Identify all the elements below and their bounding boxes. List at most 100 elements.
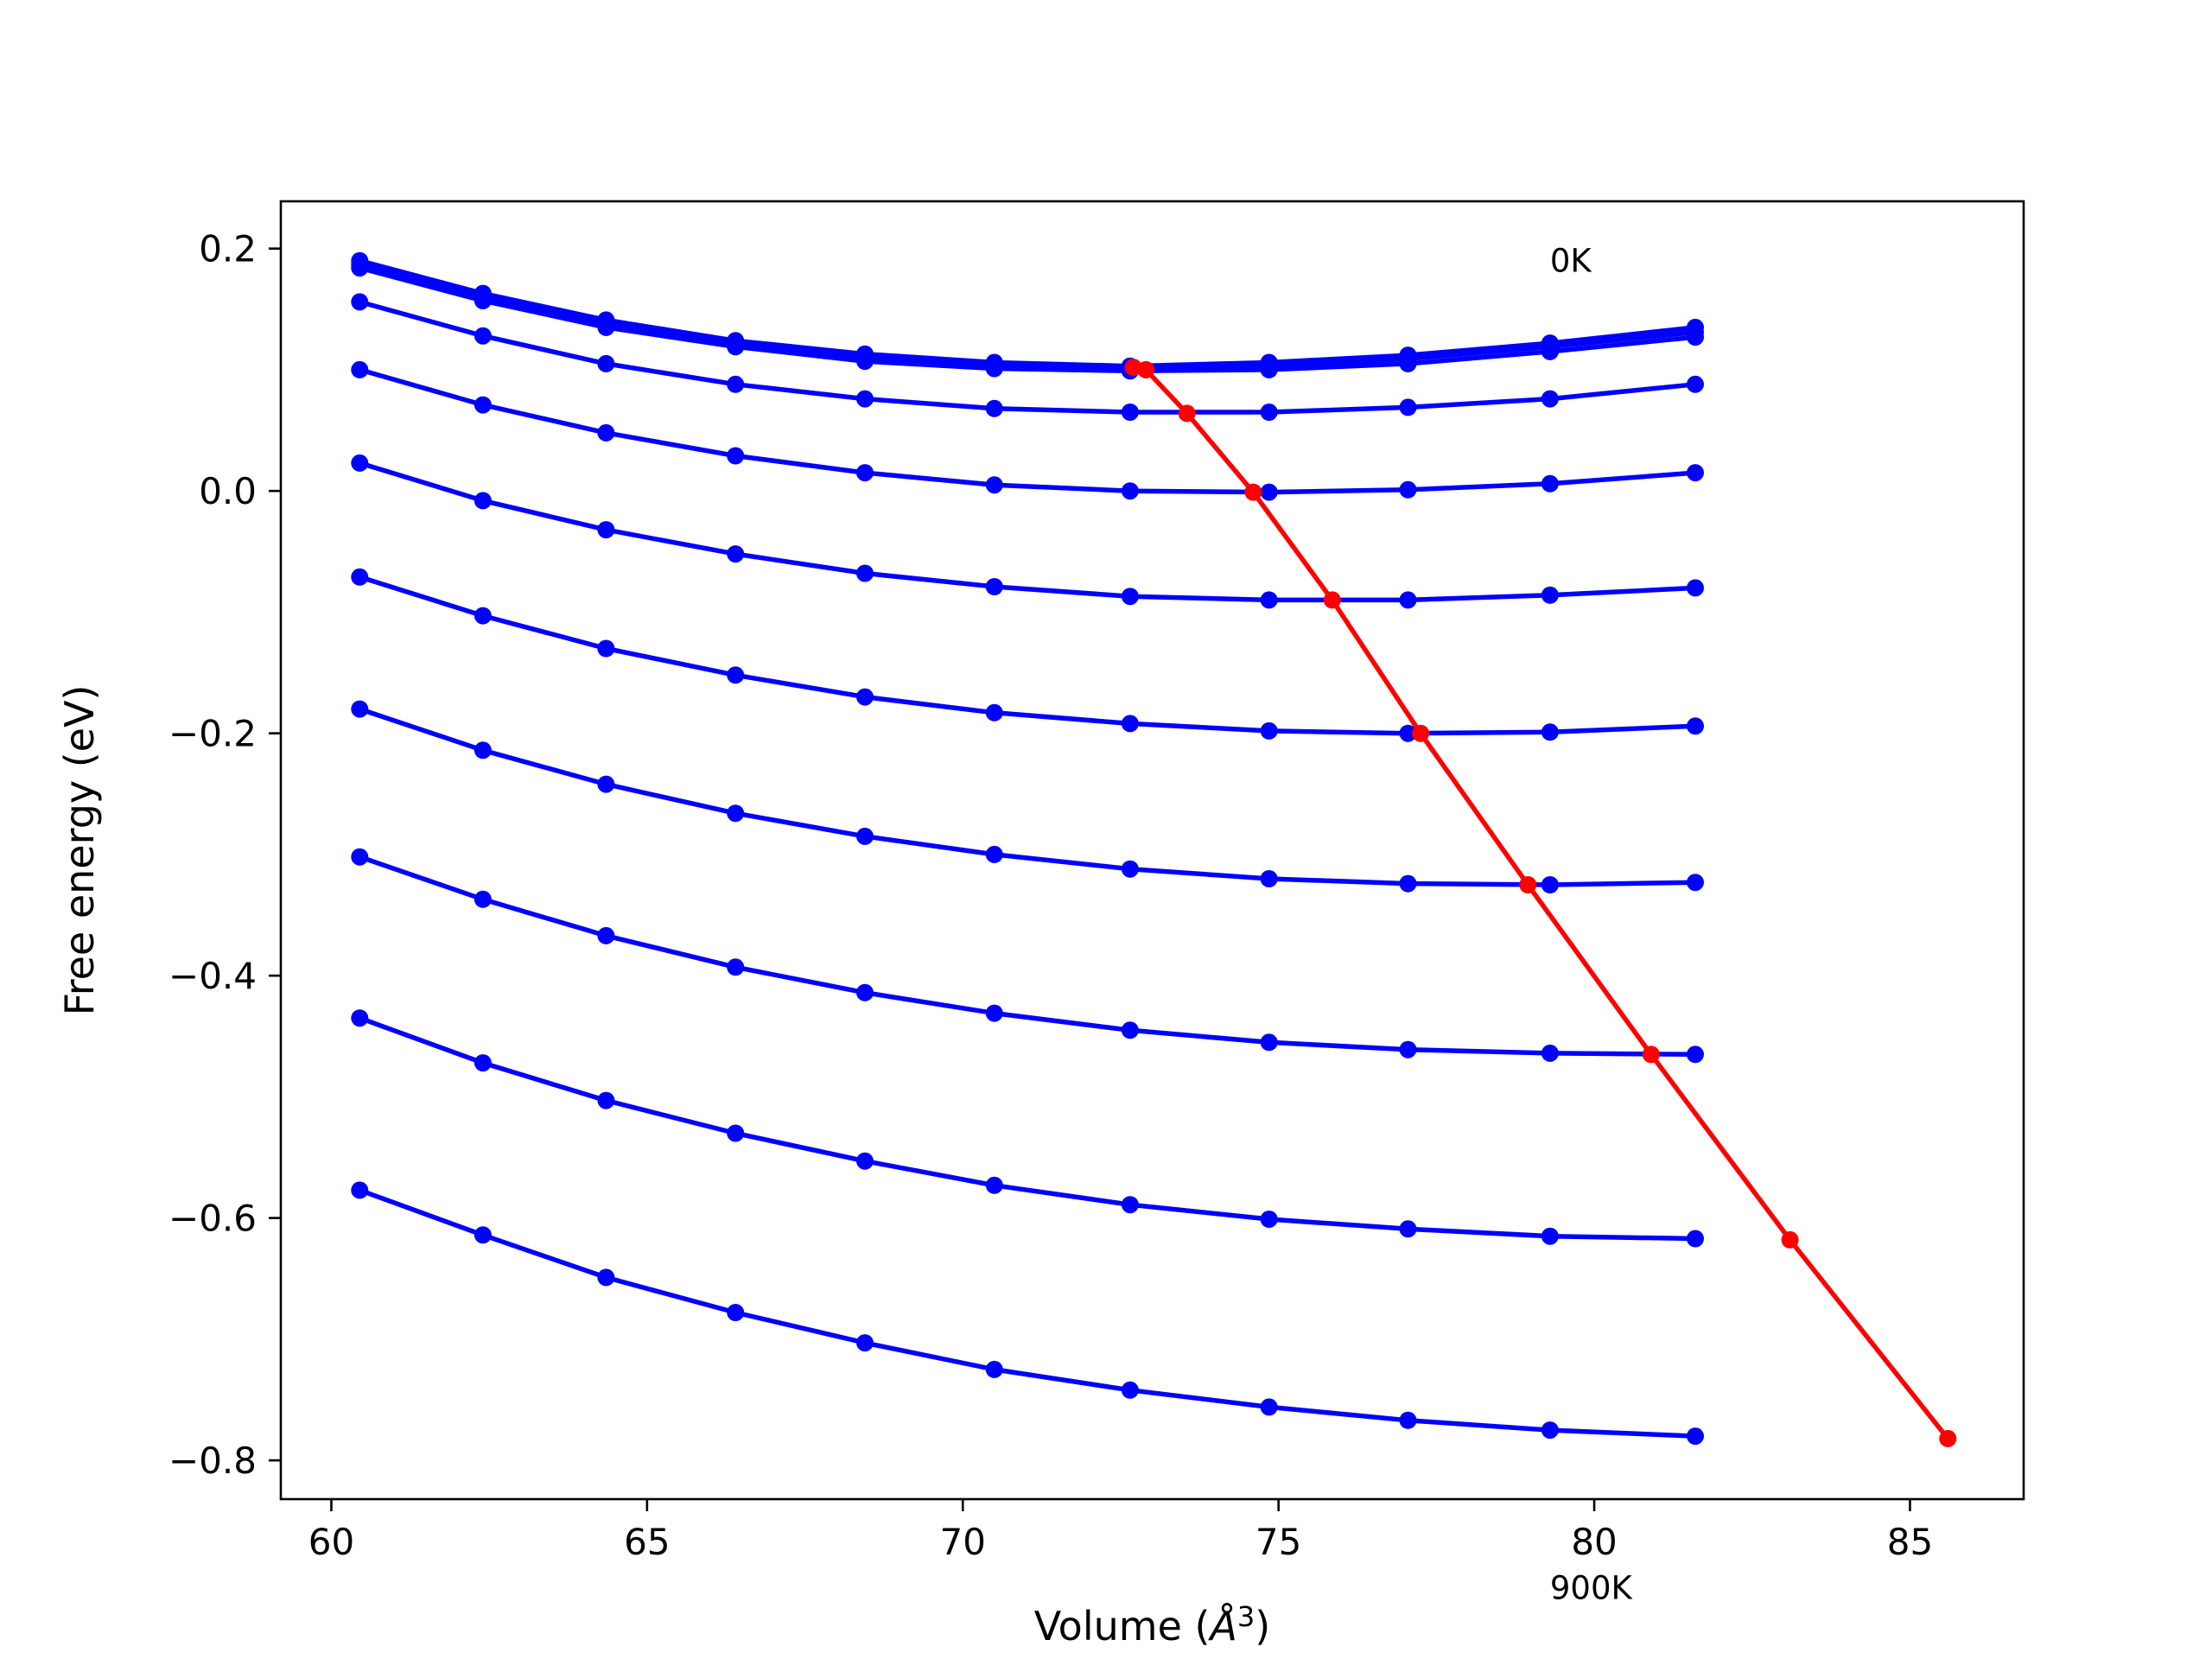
isotherm-point xyxy=(1541,474,1559,493)
isotherm-point xyxy=(727,958,745,976)
isotherm-point xyxy=(474,607,492,625)
isotherm-point xyxy=(985,703,1003,721)
isotherm-point xyxy=(856,688,874,706)
isotherm-point xyxy=(1399,1220,1417,1238)
isotherm-point xyxy=(1541,586,1559,604)
isotherm-point xyxy=(351,700,369,718)
x-axis: 60 65 70 75 80 85 xyxy=(308,1499,1933,1563)
minimum-path-line xyxy=(1133,365,1950,1440)
isotherm-point xyxy=(1260,1033,1278,1052)
minimum-path-point xyxy=(1412,724,1430,742)
y-tick-label: −0.8 xyxy=(168,1440,257,1482)
isotherm-point xyxy=(1260,721,1278,740)
isotherm-point xyxy=(1260,1398,1278,1416)
isotherm-series xyxy=(351,1009,1704,1248)
isotherm-point xyxy=(1121,1021,1139,1039)
minimum-path-point xyxy=(1939,1429,1957,1447)
isotherm-point xyxy=(856,564,874,582)
y-tick-label: −0.2 xyxy=(168,713,257,755)
isotherm-point xyxy=(856,1334,874,1352)
isotherm-point xyxy=(1121,1381,1139,1399)
isotherm-series xyxy=(351,293,1704,421)
isotherm-point xyxy=(474,327,492,345)
isotherm-point xyxy=(1687,874,1704,892)
isotherm-point xyxy=(1260,483,1278,501)
isotherm-point xyxy=(985,476,1003,494)
isotherm-point xyxy=(1399,354,1417,372)
isotherm-point xyxy=(1399,480,1417,499)
annotations: 0K 900K xyxy=(1550,243,1634,1607)
isotherm-point xyxy=(1541,876,1559,893)
isotherm-point xyxy=(597,775,615,793)
minimum-path-series xyxy=(1124,359,1957,1447)
isotherm-point xyxy=(856,464,874,482)
y-tick-label: 0.0 xyxy=(199,470,257,512)
isotherm-point xyxy=(1541,390,1559,408)
minimum-path-point xyxy=(1137,360,1155,378)
x-axis-title-superscript: 3 xyxy=(1237,1600,1255,1633)
isotherm-point xyxy=(351,568,369,586)
y-tick-label: 0.2 xyxy=(199,228,257,270)
isotherm-series xyxy=(351,568,1704,742)
isotherm-point xyxy=(1260,870,1278,887)
isotherm-point xyxy=(856,1152,874,1170)
isotherm-point xyxy=(474,741,492,760)
isotherm-point xyxy=(597,1091,615,1109)
annotation-label: 900K xyxy=(1550,1569,1634,1606)
isotherm-point xyxy=(1687,375,1704,393)
y-tick-label: −0.6 xyxy=(168,1198,257,1240)
x-axis-title: Volume (Å3) xyxy=(1034,1600,1270,1649)
isotherm-point xyxy=(351,848,369,866)
isotherm-point xyxy=(1687,328,1704,346)
minimum-path-point xyxy=(1642,1046,1660,1064)
isotherm-series xyxy=(351,360,1704,501)
isotherm-point xyxy=(1260,1211,1278,1228)
isotherm-point xyxy=(1399,398,1417,416)
x-tick-label: 75 xyxy=(1255,1521,1301,1563)
isotherm-point xyxy=(727,804,745,823)
isotherm-point xyxy=(474,396,492,414)
isotherm-series xyxy=(351,454,1704,609)
axes-frame xyxy=(279,200,2025,1501)
isotherm-point xyxy=(1121,1196,1139,1214)
isotherm-series xyxy=(351,1181,1704,1446)
isotherm-point xyxy=(1121,588,1139,606)
x-tick-label: 85 xyxy=(1887,1521,1933,1563)
isotherm-point xyxy=(597,423,615,442)
isotherm-point xyxy=(727,375,745,393)
isotherm-point xyxy=(474,492,492,510)
isotherm-point xyxy=(351,293,369,311)
isotherm-point xyxy=(597,1268,615,1287)
isotherm-point xyxy=(351,259,369,277)
isotherm-point xyxy=(1541,1227,1559,1245)
isotherm-point xyxy=(597,639,615,658)
isotherm-point xyxy=(727,1304,745,1321)
isotherm-point xyxy=(985,399,1003,417)
isotherm-point xyxy=(1399,591,1417,609)
isotherm-point xyxy=(597,521,615,539)
isotherm-point xyxy=(474,890,492,908)
isotherm-point xyxy=(351,1009,369,1027)
isotherm-point xyxy=(474,292,492,309)
isotherm-point xyxy=(1121,715,1139,733)
plot-area xyxy=(351,251,1957,1447)
isotherm-point xyxy=(856,353,874,371)
x-tick-label: 60 xyxy=(308,1521,354,1563)
annotation-label: 0K xyxy=(1550,243,1593,280)
isotherm-point xyxy=(985,359,1003,378)
isotherm-point xyxy=(1541,723,1559,741)
minimum-path-point xyxy=(1323,591,1341,609)
isotherm-point xyxy=(1121,404,1139,421)
isotherm-point xyxy=(1121,482,1139,500)
isotherm-point xyxy=(985,578,1003,595)
isotherm-point xyxy=(727,545,745,563)
isotherm-point xyxy=(856,827,874,845)
x-tick-label: 70 xyxy=(940,1521,986,1563)
isotherm-point xyxy=(856,390,874,408)
isotherm-series xyxy=(351,700,1704,893)
x-tick-label: 80 xyxy=(1571,1521,1617,1563)
isotherm-point xyxy=(1260,360,1278,378)
isotherm-point xyxy=(351,1181,369,1199)
isotherm-point xyxy=(856,983,874,1001)
